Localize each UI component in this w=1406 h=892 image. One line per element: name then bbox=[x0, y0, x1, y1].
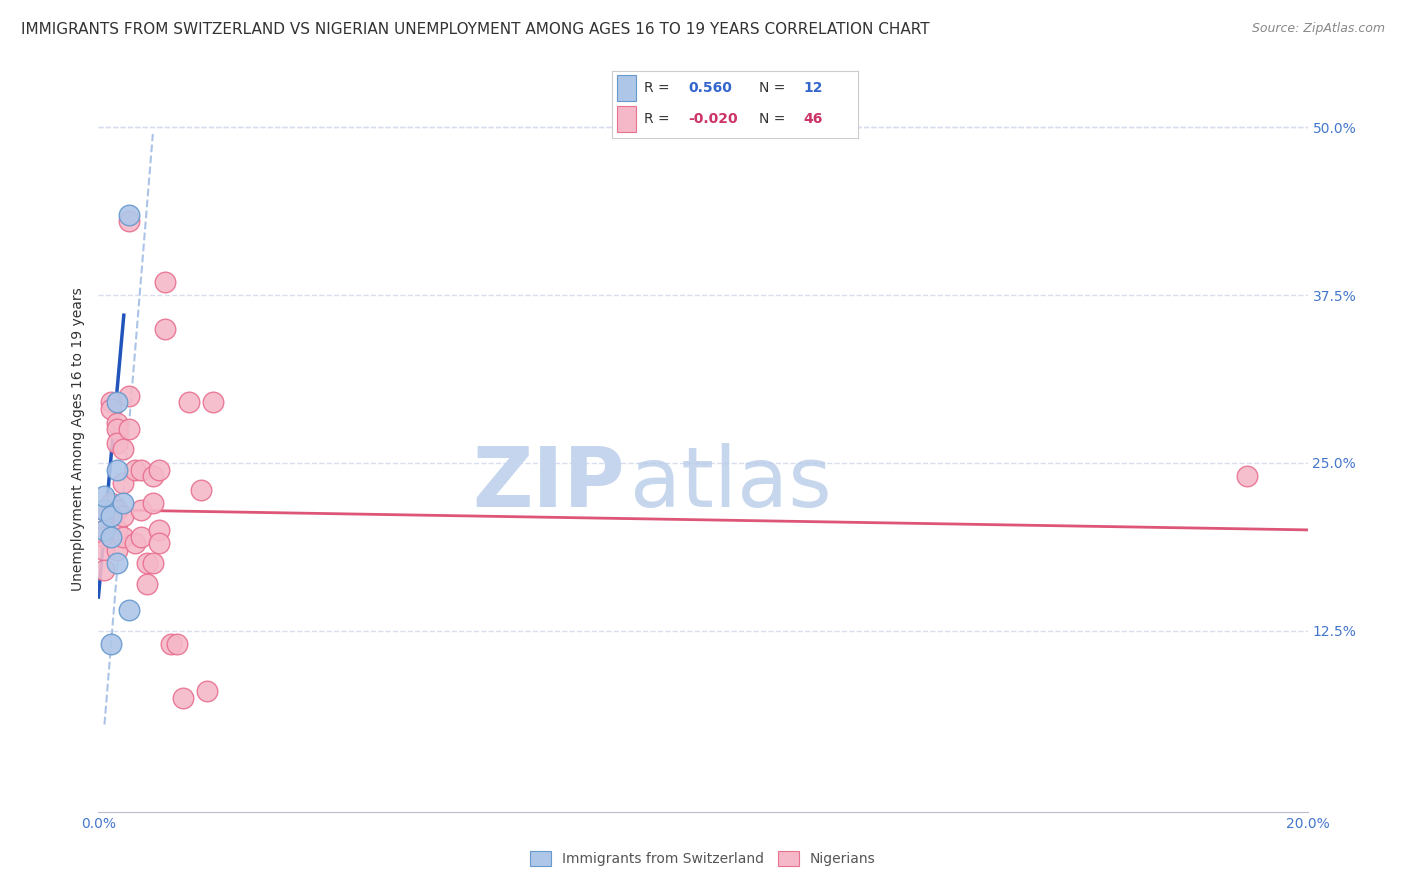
Point bbox=[166, 637, 188, 651]
Text: 12: 12 bbox=[804, 81, 823, 95]
Point bbox=[93, 502, 115, 516]
Point bbox=[100, 637, 122, 651]
Point bbox=[153, 321, 176, 335]
Point bbox=[105, 523, 128, 537]
Point bbox=[93, 489, 115, 503]
Text: R =: R = bbox=[644, 112, 669, 126]
Point bbox=[105, 416, 128, 430]
Point bbox=[105, 543, 128, 558]
Point bbox=[93, 530, 115, 544]
Text: N =: N = bbox=[759, 112, 786, 126]
Point bbox=[172, 690, 194, 705]
Y-axis label: Unemployment Among Ages 16 to 19 years: Unemployment Among Ages 16 to 19 years bbox=[70, 287, 84, 591]
Bar bbox=[617, 106, 637, 131]
Point bbox=[129, 530, 152, 544]
Point bbox=[111, 509, 134, 524]
Text: ZIP: ZIP bbox=[472, 443, 624, 524]
Point bbox=[93, 523, 115, 537]
Point bbox=[142, 557, 165, 571]
Point bbox=[111, 475, 134, 490]
Point bbox=[105, 502, 128, 516]
Point bbox=[179, 395, 201, 409]
Point bbox=[148, 523, 170, 537]
Point bbox=[93, 523, 115, 537]
Point bbox=[118, 422, 141, 436]
Point bbox=[100, 530, 122, 544]
Point bbox=[100, 509, 122, 524]
Point bbox=[160, 637, 183, 651]
Point bbox=[100, 530, 122, 544]
Text: atlas: atlas bbox=[630, 443, 832, 524]
Text: IMMIGRANTS FROM SWITZERLAND VS NIGERIAN UNEMPLOYMENT AMONG AGES 16 TO 19 YEARS C: IMMIGRANTS FROM SWITZERLAND VS NIGERIAN … bbox=[21, 22, 929, 37]
Point bbox=[105, 422, 128, 436]
Text: Source: ZipAtlas.com: Source: ZipAtlas.com bbox=[1251, 22, 1385, 36]
Point bbox=[135, 576, 157, 591]
Text: R =: R = bbox=[644, 81, 669, 95]
Point bbox=[93, 502, 115, 516]
Point bbox=[100, 509, 122, 524]
Point bbox=[100, 496, 122, 510]
Point bbox=[129, 502, 152, 516]
Point bbox=[202, 395, 225, 409]
Text: 46: 46 bbox=[804, 112, 823, 126]
Point bbox=[118, 214, 141, 228]
Point bbox=[93, 563, 115, 577]
Legend: Immigrants from Switzerland, Nigerians: Immigrants from Switzerland, Nigerians bbox=[524, 846, 882, 871]
Point bbox=[124, 462, 146, 476]
Point bbox=[105, 462, 128, 476]
Bar bbox=[617, 76, 637, 101]
Point bbox=[111, 496, 134, 510]
Point bbox=[153, 275, 176, 289]
Point bbox=[129, 462, 152, 476]
Point bbox=[111, 442, 134, 457]
Text: N =: N = bbox=[759, 81, 786, 95]
Point bbox=[118, 603, 141, 617]
Text: 0.560: 0.560 bbox=[688, 81, 731, 95]
Point bbox=[111, 530, 134, 544]
Point bbox=[1236, 469, 1258, 483]
Point bbox=[148, 536, 170, 550]
Point bbox=[148, 462, 170, 476]
Point bbox=[195, 684, 218, 698]
Point bbox=[100, 402, 122, 417]
Point bbox=[135, 557, 157, 571]
Point bbox=[105, 557, 128, 571]
Text: -0.020: -0.020 bbox=[688, 112, 738, 126]
Point bbox=[105, 435, 128, 450]
Point bbox=[142, 469, 165, 483]
Point bbox=[118, 207, 141, 221]
Point bbox=[100, 395, 122, 409]
Point bbox=[118, 389, 141, 403]
Point bbox=[105, 395, 128, 409]
Point bbox=[142, 496, 165, 510]
Point bbox=[93, 543, 115, 558]
Point bbox=[124, 536, 146, 550]
Point bbox=[190, 483, 212, 497]
